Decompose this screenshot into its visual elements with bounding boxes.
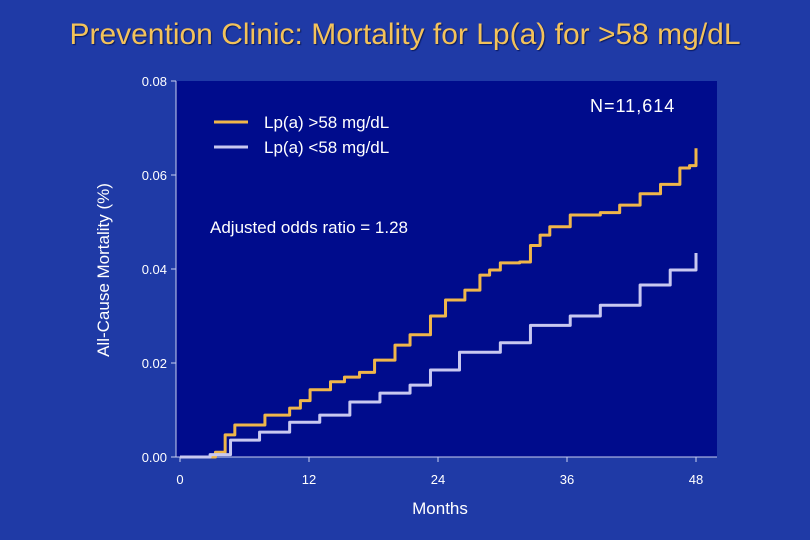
y-tick-label: 0.08	[142, 74, 167, 89]
x-axis-label: Months	[412, 499, 468, 518]
y-tick-label: 0.00	[142, 450, 167, 465]
x-tick-label: 36	[560, 472, 574, 487]
y-tick-label: 0.04	[142, 262, 167, 277]
y-axis-label: All-Cause Mortality (%)	[94, 183, 113, 357]
x-tick-label: 0	[176, 472, 183, 487]
legend-label-low: Lp(a) <58 mg/dL	[264, 138, 389, 157]
odds-ratio-annotation: Adjusted odds ratio = 1.28	[210, 218, 408, 237]
plot-area	[176, 81, 717, 457]
x-tick-label: 24	[431, 472, 445, 487]
x-tick-label: 48	[689, 472, 703, 487]
series-line-high-lpa	[180, 148, 698, 459]
chart-title: Prevention Clinic: Mortality for Lp(a) f…	[69, 18, 741, 51]
sample-size-annotation: N=11,614	[590, 96, 675, 116]
legend-label-high: Lp(a) >58 mg/dL	[264, 113, 389, 132]
y-tick-label: 0.06	[142, 168, 167, 183]
x-tick-label: 12	[302, 472, 316, 487]
y-tick-label: 0.02	[142, 356, 167, 371]
series-line-low-lpa	[180, 253, 698, 459]
